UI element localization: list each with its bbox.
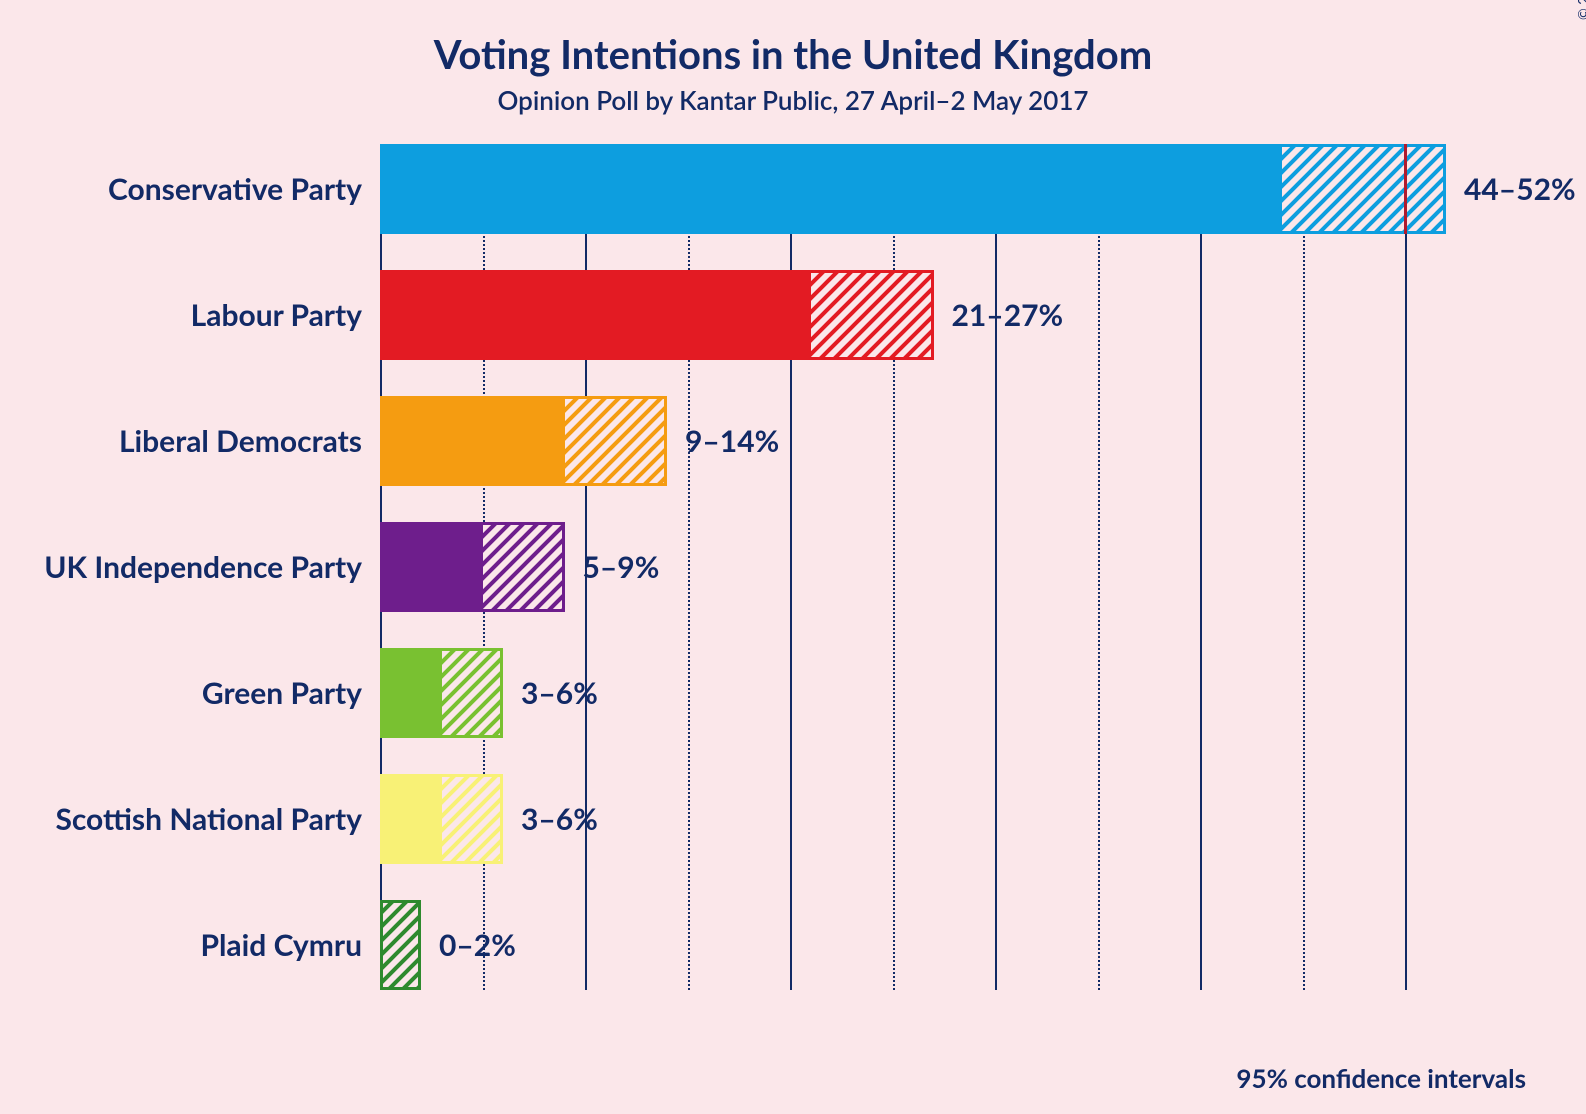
bar-outline	[483, 522, 565, 612]
bar-solid	[380, 648, 442, 738]
bar-row: Conservative Party44–52%	[380, 144, 1446, 234]
chart-title: Voting Intentions in the United Kingdom	[60, 30, 1526, 78]
bar-outline	[565, 396, 668, 486]
bar-category-label: Plaid Cymru	[200, 927, 362, 963]
bar-outline	[811, 270, 934, 360]
bar-outline	[1282, 144, 1446, 234]
bar-value-label: 5–9%	[583, 549, 660, 585]
bar-category-label: UK Independence Party	[44, 549, 362, 585]
bar-hatched	[380, 900, 421, 990]
bar-outline	[442, 648, 504, 738]
bar-solid	[380, 774, 442, 864]
bar-solid	[380, 396, 565, 486]
bar-solid	[380, 522, 483, 612]
bar-solid	[380, 144, 1282, 234]
bar-marker-line	[1404, 144, 1407, 234]
bar-hatched	[442, 648, 504, 738]
bar-row: Plaid Cymru0–2%	[380, 900, 1446, 990]
bar-value-label: 0–2%	[439, 927, 516, 963]
bar-row: UK Independence Party5–9%	[380, 522, 1446, 612]
bar-hatched	[811, 270, 934, 360]
bar-category-label: Liberal Democrats	[119, 423, 362, 459]
chart-subtitle: Opinion Poll by Kantar Public, 27 April–…	[60, 84, 1526, 116]
chart-area: Conservative Party44–52% Labour Party21–2…	[380, 144, 1446, 990]
bar-value-label: 3–6%	[521, 801, 598, 837]
bar-solid	[380, 270, 811, 360]
bar-hatched	[1282, 144, 1446, 234]
confidence-footer: 95% confidence intervals	[1236, 1062, 1526, 1094]
bar-hatched	[565, 396, 668, 486]
copyright-text: © 2017 Filip van Laenen	[1574, 0, 1586, 20]
bar-category-label: Labour Party	[191, 297, 362, 333]
bar-value-label: 9–14%	[685, 423, 779, 459]
chart-container: Voting Intentions in the United Kingdom …	[0, 0, 1586, 1114]
bar-category-label: Scottish National Party	[55, 801, 362, 837]
bar-row: Liberal Democrats9–14%	[380, 396, 1446, 486]
bar-row: Green Party3–6%	[380, 648, 1446, 738]
bar-hatched	[442, 774, 504, 864]
bar-category-label: Green Party	[202, 675, 362, 711]
bar-value-label: 3–6%	[521, 675, 598, 711]
bar-row: Labour Party21–27%	[380, 270, 1446, 360]
bar-value-label: 21–27%	[952, 297, 1064, 333]
bar-value-label: 44–52%	[1464, 171, 1576, 207]
bar-outline	[442, 774, 504, 864]
bar-category-label: Conservative Party	[108, 171, 362, 207]
bar-hatched	[483, 522, 565, 612]
bar-outline	[380, 900, 421, 990]
bar-row: Scottish National Party3–6%	[380, 774, 1446, 864]
